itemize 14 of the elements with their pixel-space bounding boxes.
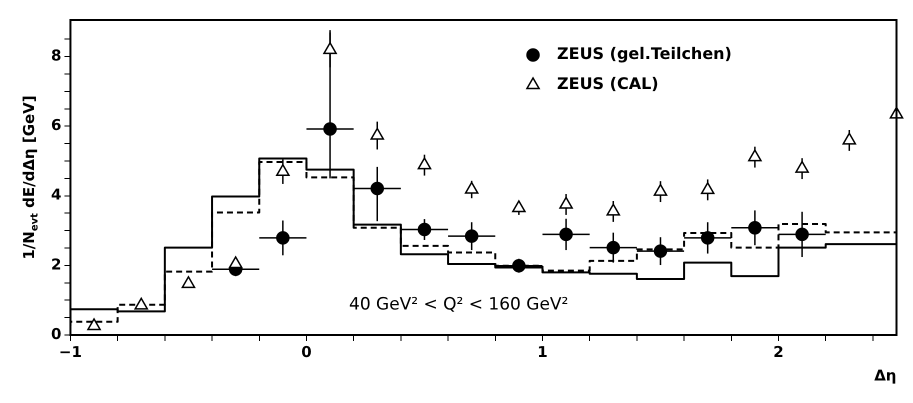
x-tick-label: 1 [537,342,548,361]
y-tick-label: 2 [51,255,62,274]
annotation: 40 GeV² < Q² < 160 GeV² [349,294,568,314]
x-axis-title: Δη [874,366,896,384]
y-tick-label: 8 [51,46,62,64]
legend-label: ZEUS (CAL) [557,74,659,94]
x-tick-label: 2 [773,342,784,361]
legend-label: ZEUS (gel.Teilchen) [557,44,732,64]
x-tick-label: −1 [58,342,82,361]
y-tick-label: 0 [51,324,62,343]
y-tick-label: 4 [51,186,62,204]
x-tick-label: 0 [301,342,312,361]
y-axis-title: 1/Nevt dE/dΔη [GeV] [20,95,41,260]
y-tick-label: 6 [51,116,62,134]
